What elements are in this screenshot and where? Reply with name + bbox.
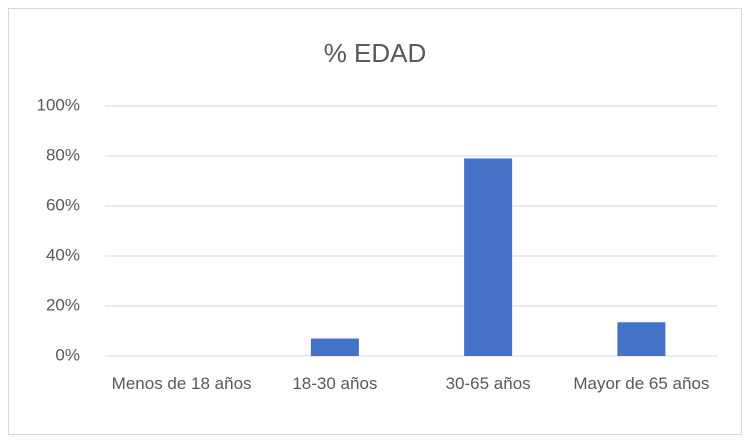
y-tick-label: 40% (46, 245, 80, 264)
x-tick-label: 30-65 años (445, 374, 531, 393)
y-tick-label: 100% (37, 95, 80, 114)
y-tick-label: 80% (46, 145, 80, 164)
bar (617, 322, 666, 356)
y-tick-label: 20% (46, 295, 80, 314)
x-tick-label: Menos de 18 años (111, 374, 252, 393)
y-tick-label: 60% (46, 195, 80, 214)
bar (464, 158, 513, 356)
x-tick-label: Mayor de 65 años (573, 374, 710, 393)
chart-border (8, 8, 742, 435)
y-tick-label: 0% (55, 345, 80, 364)
x-tick-label: 18-30 años (292, 374, 378, 393)
bar (310, 338, 359, 356)
chart-title: % EDAD (324, 38, 427, 68)
